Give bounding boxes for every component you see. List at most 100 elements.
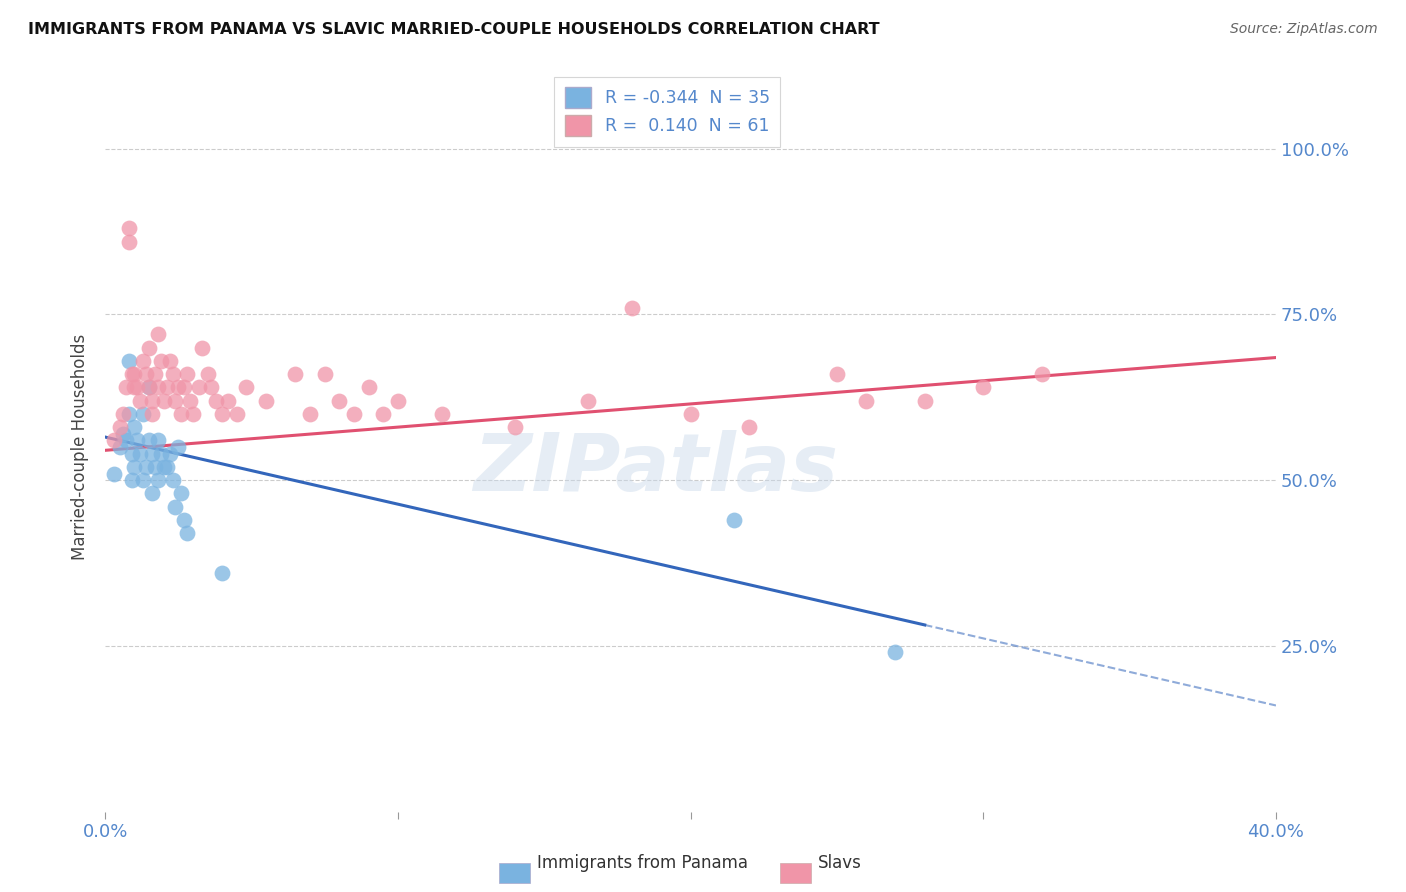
- Point: [121, 447, 143, 461]
- Point: [235, 380, 257, 394]
- Point: [181, 407, 204, 421]
- Point: [723, 513, 745, 527]
- Y-axis label: Married-couple Households: Married-couple Households: [72, 334, 89, 560]
- Point: [430, 407, 453, 421]
- Point: [211, 407, 233, 421]
- Point: [124, 459, 146, 474]
- Point: [108, 440, 131, 454]
- Point: [138, 434, 160, 448]
- Point: [117, 235, 139, 249]
- Point: [165, 393, 187, 408]
- Point: [179, 393, 201, 408]
- Point: [135, 367, 157, 381]
- Text: Source: ZipAtlas.com: Source: ZipAtlas.com: [1230, 22, 1378, 37]
- Point: [914, 393, 936, 408]
- Point: [205, 393, 228, 408]
- Point: [314, 367, 336, 381]
- Point: [254, 393, 277, 408]
- Point: [191, 341, 214, 355]
- Point: [299, 407, 322, 421]
- Text: IMMIGRANTS FROM PANAMA VS SLAVIC MARRIED-COUPLE HOUSEHOLDS CORRELATION CHART: IMMIGRANTS FROM PANAMA VS SLAVIC MARRIED…: [28, 22, 880, 37]
- Point: [146, 434, 169, 448]
- Point: [226, 407, 249, 421]
- Point: [124, 367, 146, 381]
- Point: [187, 380, 209, 394]
- Point: [152, 459, 174, 474]
- Point: [143, 367, 166, 381]
- Point: [884, 645, 907, 659]
- Point: [156, 380, 179, 394]
- Point: [373, 407, 395, 421]
- Point: [117, 407, 139, 421]
- Point: [152, 393, 174, 408]
- Point: [211, 566, 233, 580]
- Point: [117, 221, 139, 235]
- Point: [328, 393, 350, 408]
- Point: [170, 407, 193, 421]
- Point: [103, 467, 125, 481]
- Point: [165, 500, 187, 514]
- Point: [129, 447, 152, 461]
- Point: [111, 426, 134, 441]
- Text: ZIPatlas: ZIPatlas: [472, 430, 838, 508]
- Point: [825, 367, 848, 381]
- Point: [167, 440, 190, 454]
- Point: [132, 473, 155, 487]
- Point: [679, 407, 702, 421]
- Point: [141, 407, 163, 421]
- Point: [143, 459, 166, 474]
- Point: [124, 380, 146, 394]
- Point: [117, 354, 139, 368]
- Point: [108, 420, 131, 434]
- Point: [149, 447, 172, 461]
- Text: Immigrants from Panama: Immigrants from Panama: [537, 855, 748, 872]
- Point: [124, 420, 146, 434]
- Point: [197, 367, 219, 381]
- Point: [138, 341, 160, 355]
- Point: [121, 367, 143, 381]
- Point: [284, 367, 307, 381]
- Point: [138, 380, 160, 394]
- Point: [135, 459, 157, 474]
- Point: [1031, 367, 1053, 381]
- Point: [357, 380, 380, 394]
- Point: [200, 380, 222, 394]
- Point: [146, 380, 169, 394]
- Point: [103, 434, 125, 448]
- Point: [114, 380, 136, 394]
- Point: [173, 380, 195, 394]
- Text: Slavs: Slavs: [818, 855, 862, 872]
- Point: [387, 393, 409, 408]
- Point: [162, 367, 184, 381]
- Point: [141, 447, 163, 461]
- Point: [972, 380, 994, 394]
- Point: [129, 393, 152, 408]
- Point: [176, 526, 198, 541]
- Point: [127, 380, 149, 394]
- Point: [621, 301, 644, 315]
- Point: [132, 407, 155, 421]
- Point: [127, 434, 149, 448]
- Point: [576, 393, 599, 408]
- Point: [141, 393, 163, 408]
- Point: [343, 407, 366, 421]
- Point: [503, 420, 526, 434]
- Point: [173, 513, 195, 527]
- Point: [132, 354, 155, 368]
- Point: [159, 354, 181, 368]
- Point: [114, 434, 136, 448]
- Point: [170, 486, 193, 500]
- Point: [146, 327, 169, 342]
- Point: [138, 380, 160, 394]
- Point: [146, 473, 169, 487]
- Point: [111, 407, 134, 421]
- Point: [738, 420, 761, 434]
- Point: [159, 447, 181, 461]
- Legend: R = -0.344  N = 35, R =  0.140  N = 61: R = -0.344 N = 35, R = 0.140 N = 61: [554, 77, 780, 147]
- Point: [121, 473, 143, 487]
- Point: [855, 393, 877, 408]
- Point: [167, 380, 190, 394]
- Point: [149, 354, 172, 368]
- Point: [141, 486, 163, 500]
- Point: [162, 473, 184, 487]
